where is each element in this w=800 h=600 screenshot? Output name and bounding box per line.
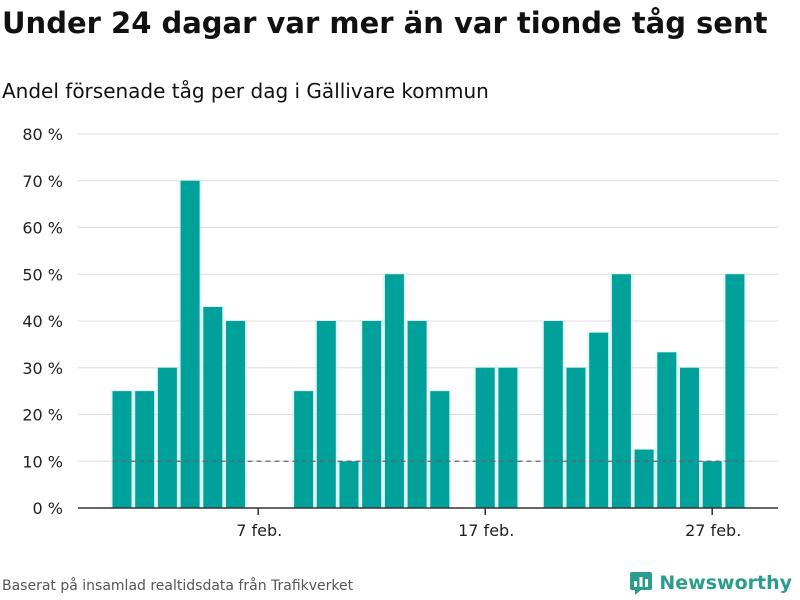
x-tick-label: 27 feb. <box>685 521 741 540</box>
y-tick-label: 80 % <box>22 125 63 144</box>
bar[interactable] <box>611 274 631 508</box>
y-tick-label: 30 % <box>22 359 63 378</box>
chart-title: Under 24 dagar var mer än var tionde tåg… <box>2 6 768 40</box>
newsworthy-logo-icon <box>630 572 653 595</box>
bar[interactable] <box>702 461 722 508</box>
bar[interactable] <box>339 461 359 508</box>
bar[interactable] <box>680 367 699 508</box>
bar[interactable] <box>135 391 155 508</box>
bar[interactable] <box>180 180 200 508</box>
bar[interactable] <box>566 367 586 508</box>
x-axis-ticks: 7 feb. 17 feb. 27 feb. <box>236 508 741 540</box>
y-tick-label: 20 % <box>22 406 63 425</box>
y-tick-label: 0 % <box>33 499 63 518</box>
brand-logo[interactable]: Newsworthy <box>629 571 792 595</box>
bar[interactable] <box>543 321 563 508</box>
x-tick-label: 7 feb. <box>236 521 282 540</box>
bar[interactable] <box>112 391 132 508</box>
bar[interactable] <box>384 274 404 508</box>
bar[interactable] <box>294 391 314 508</box>
bar[interactable] <box>589 332 609 508</box>
bar[interactable] <box>475 367 495 508</box>
bar[interactable] <box>634 449 654 508</box>
y-tick-label: 50 % <box>22 265 63 284</box>
bar[interactable] <box>407 321 427 508</box>
y-tick-label: 70 % <box>22 172 63 191</box>
x-tick-label: 17 feb. <box>458 521 514 540</box>
bars <box>110 179 747 508</box>
bar[interactable] <box>725 274 745 508</box>
bar[interactable] <box>157 367 177 508</box>
y-axis-ticks: 0 % 10 % 20 % 30 % 40 % 50 % 60 % 70 % 80 % <box>22 125 63 518</box>
bar[interactable] <box>226 321 245 508</box>
source-note: Baserat på insamlad realtidsdata från Tr… <box>2 578 354 594</box>
chart-subtitle: Andel försenade tåg per dag i Gällivare … <box>2 79 489 103</box>
y-tick-label: 10 % <box>22 452 63 471</box>
brand-name: Newsworthy <box>659 572 792 594</box>
bar[interactable] <box>316 321 336 508</box>
bar[interactable] <box>498 367 518 508</box>
bar[interactable] <box>203 306 223 508</box>
y-tick-label: 40 % <box>22 312 63 331</box>
bar[interactable] <box>362 321 382 508</box>
bar[interactable] <box>657 352 677 508</box>
bar[interactable] <box>430 391 450 508</box>
y-tick-label: 60 % <box>22 219 63 238</box>
